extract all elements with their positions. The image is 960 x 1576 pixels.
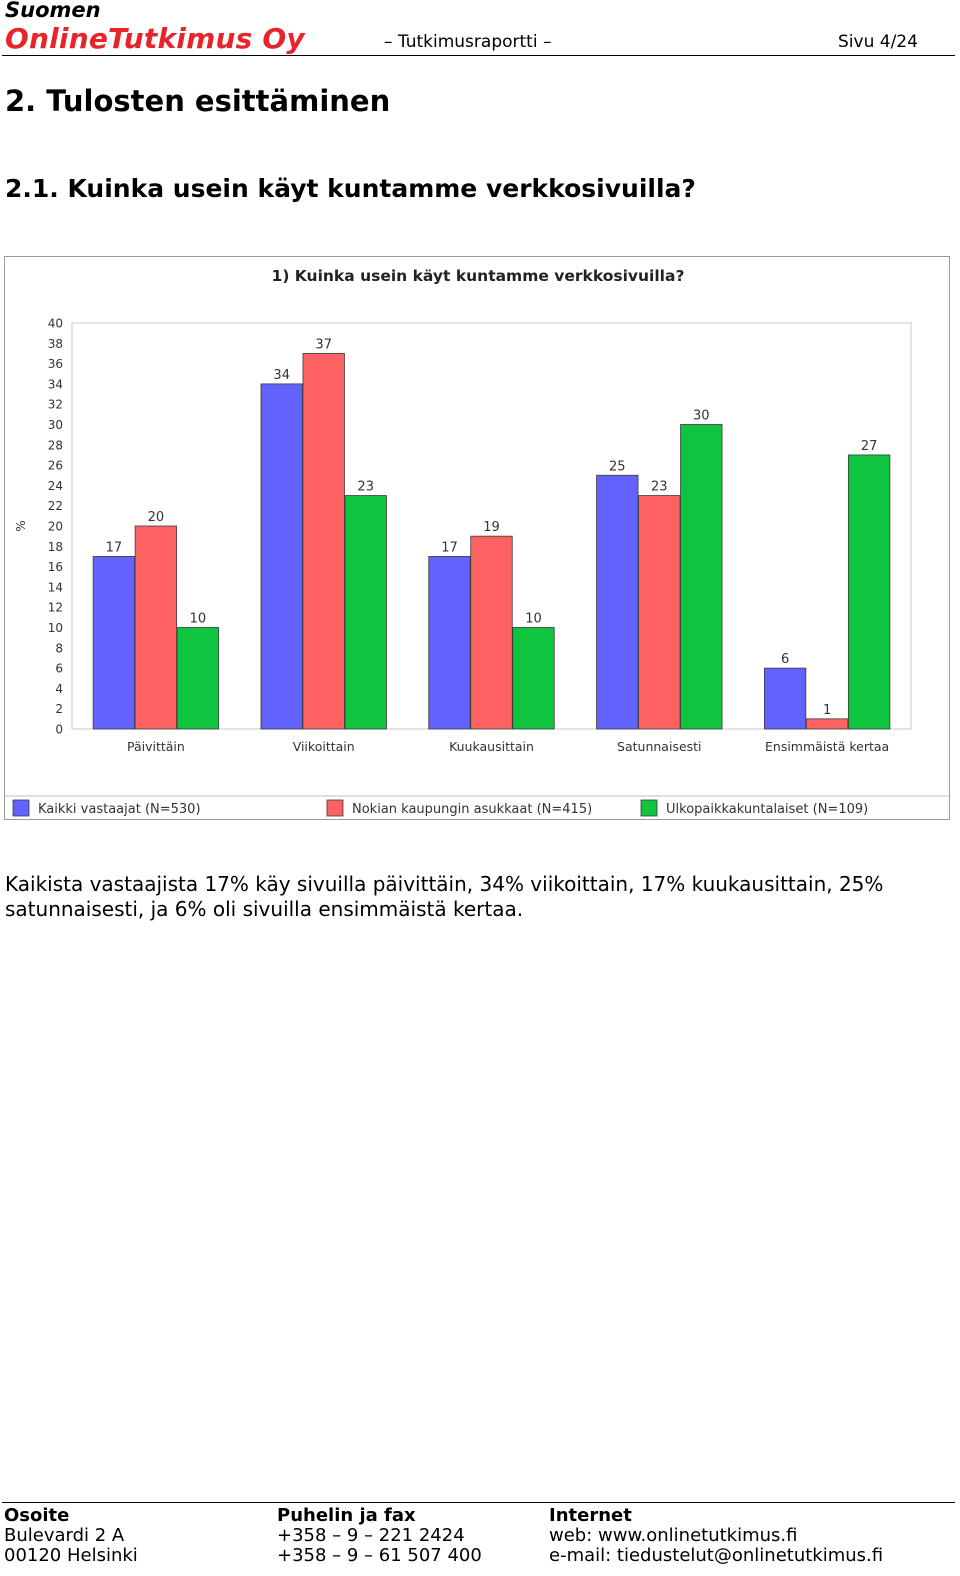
bar — [680, 424, 723, 730]
y-tick-label: 20 — [48, 520, 63, 534]
y-tick-label: 12 — [48, 601, 63, 615]
y-axis-label: % — [14, 520, 28, 531]
footer-internet-title: Internet — [549, 1505, 632, 1526]
bar — [260, 383, 303, 730]
header-divider — [2, 55, 955, 56]
y-tick-label: 2 — [55, 702, 63, 716]
bar-value-label: 27 — [861, 439, 878, 454]
company-name-line2: OnlineTutkimus Oy — [5, 22, 305, 55]
bar — [176, 627, 220, 730]
bar-value-label: 23 — [651, 480, 668, 495]
y-tick-label: 0 — [55, 723, 63, 737]
legend-label: Nokian kaupungin asukkaat (N=415) — [352, 802, 592, 817]
y-tick-label: 22 — [48, 499, 63, 513]
y-tick-label: 16 — [48, 560, 63, 574]
bar-value-label: 1 — [823, 703, 831, 718]
y-tick-label: 38 — [48, 337, 63, 351]
footer-phone: Puhelin ja fax +358 – 9 – 221 2424 +358 … — [277, 1506, 482, 1566]
footer-address-title: Osoite — [4, 1505, 70, 1526]
bar-value-label: 23 — [357, 480, 374, 495]
bar-value-label: 25 — [609, 459, 626, 474]
x-tick-label: Satunnaisesti — [617, 739, 702, 754]
footer-address-line1: Bulevardi 2 A — [4, 1525, 125, 1546]
subsection-title: 2.1. Kuinka usein käyt kuntamme verkkosi… — [5, 174, 696, 203]
y-tick-label: 10 — [48, 621, 63, 635]
bar-value-label: 6 — [781, 652, 789, 667]
bar — [847, 454, 891, 730]
y-tick-label: 18 — [48, 540, 63, 554]
bar — [512, 627, 555, 730]
legend-label: Ulkopaikkakuntalaiset (N=109) — [666, 802, 868, 817]
x-tick-label: Viikoittain — [293, 739, 355, 754]
bar-value-label: 37 — [315, 337, 332, 352]
legend-swatch — [326, 799, 344, 817]
bar — [763, 667, 807, 730]
y-tick-label: 24 — [48, 479, 63, 493]
legend-swatch — [640, 799, 658, 817]
bar — [470, 535, 513, 730]
footer-phone-line1: +358 – 9 – 221 2424 — [277, 1525, 465, 1546]
section-title: 2. Tulosten esittäminen — [5, 84, 391, 118]
y-tick-label: 28 — [48, 438, 63, 452]
bar-value-label: 34 — [273, 368, 290, 383]
chart-canvas: 1) Kuinka usein käyt kuntamme verkkosivu… — [5, 267, 951, 817]
bar-chart: 1) Kuinka usein käyt kuntamme verkkosivu… — [4, 256, 951, 820]
footer-divider — [2, 1502, 955, 1503]
legend-swatch — [12, 799, 30, 817]
y-tick-label: 40 — [48, 317, 63, 331]
bar — [805, 718, 849, 730]
y-tick-label: 34 — [48, 377, 63, 391]
page-number: Sivu 4/24 — [838, 32, 918, 52]
bar-value-label: 20 — [148, 510, 165, 525]
y-tick-label: 36 — [48, 357, 63, 371]
x-tick-label: Ensimmäistä kertaa — [765, 739, 889, 754]
y-tick-label: 32 — [48, 398, 63, 412]
y-tick-label: 4 — [55, 682, 63, 696]
bar — [344, 495, 387, 730]
footer-email: e-mail: tiedustelut@onlinetutkimus.fi — [549, 1545, 884, 1566]
footer-address-line2: 00120 Helsinki — [4, 1545, 138, 1566]
bar-value-label: 17 — [441, 540, 458, 555]
footer-internet: Internet web: www.onlinetutkimus.fi e-ma… — [549, 1506, 883, 1566]
bar-value-label: 10 — [525, 612, 542, 627]
y-tick-label: 14 — [48, 580, 63, 594]
y-tick-label: 8 — [55, 641, 63, 655]
footer-web: web: www.onlinetutkimus.fi — [549, 1525, 798, 1546]
company-name-line1: Suomen — [5, 0, 101, 22]
bar-value-label: 30 — [693, 409, 710, 424]
legend-label: Kaikki vastaajat (N=530) — [38, 802, 201, 817]
chart-title: 1) Kuinka usein käyt kuntamme verkkosivu… — [272, 267, 685, 285]
bar — [596, 474, 639, 730]
document-label: – Tutkimusraportti – — [384, 32, 552, 52]
summary-paragraph: Kaikista vastaajista 17% käy sivuilla pä… — [5, 872, 884, 921]
bar — [134, 525, 178, 730]
footer-phone-title: Puhelin ja fax — [277, 1505, 416, 1526]
bar — [302, 353, 345, 730]
footer-address: Osoite Bulevardi 2 A 00120 Helsinki — [4, 1506, 138, 1566]
bar-value-label: 10 — [190, 612, 207, 627]
bar-value-label: 17 — [106, 540, 123, 555]
y-tick-label: 26 — [48, 459, 63, 473]
bar — [428, 556, 471, 730]
footer-phone-line2: +358 – 9 – 61 507 400 — [277, 1545, 482, 1566]
y-tick-label: 30 — [48, 418, 63, 432]
bar-value-label: 19 — [483, 520, 500, 535]
x-tick-label: Kuukausittain — [449, 739, 534, 754]
y-tick-label: 6 — [55, 662, 63, 676]
bar — [638, 495, 681, 730]
bar — [92, 556, 136, 730]
x-tick-label: Päivittäin — [127, 739, 185, 754]
